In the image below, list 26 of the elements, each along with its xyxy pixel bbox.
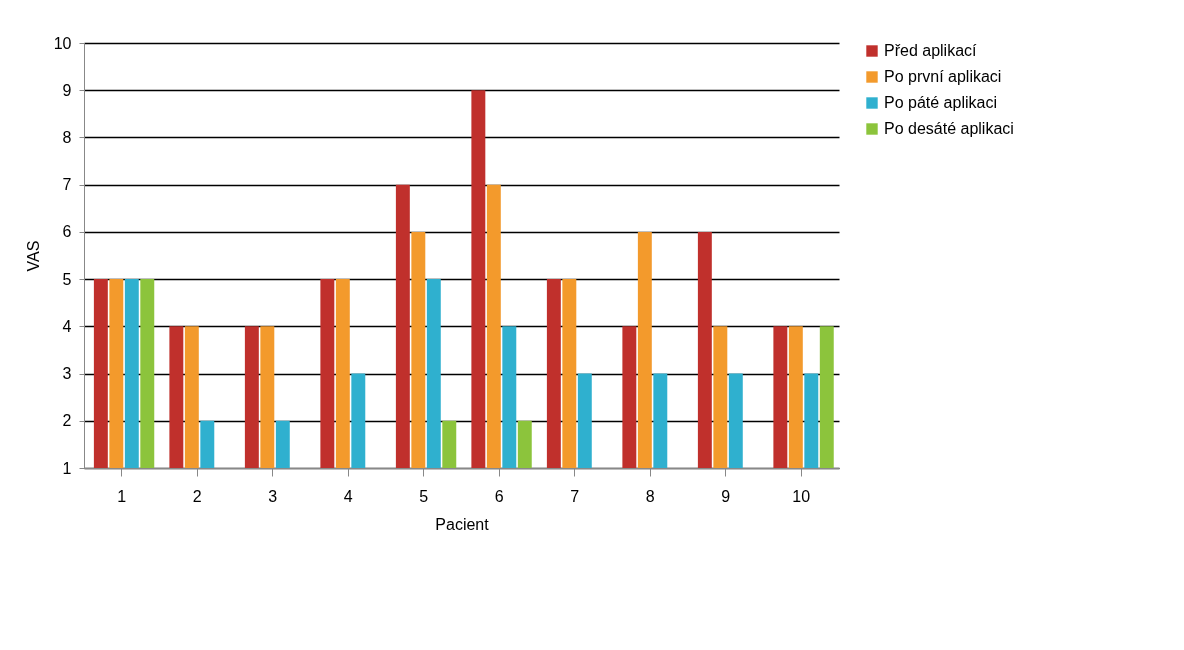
legend-label: Po desáté aplikaci <box>884 120 1014 137</box>
x-tick-label: 6 <box>494 487 504 505</box>
y-axis-title: VAS <box>24 240 42 272</box>
x-tick-label: 2 <box>192 487 202 505</box>
y-tick-label: 8 <box>62 128 72 146</box>
y-tick-label: 1 <box>62 459 72 477</box>
y-tick-label: 2 <box>62 412 72 430</box>
y-tick-label: 4 <box>62 317 72 335</box>
y-tick-label: 6 <box>62 223 72 241</box>
legend-label: Před aplikací <box>884 42 978 59</box>
y-tick-label: 3 <box>62 365 72 383</box>
x-tick-label: 10 <box>792 487 811 505</box>
x-tick-label: 8 <box>645 487 655 505</box>
x-tick-label: 9 <box>721 487 731 505</box>
x-tick-label: 3 <box>268 487 278 505</box>
legend-label: Po páté aplikaci <box>884 94 997 111</box>
x-tick-label: 5 <box>419 487 429 505</box>
y-tick-label: 5 <box>62 270 72 288</box>
y-tick-label: 7 <box>62 176 72 194</box>
legend-label: Po první aplikaci <box>884 68 1002 85</box>
x-tick-label: 4 <box>343 487 353 505</box>
x-axis-title: Pacient <box>435 515 490 533</box>
x-tick-label: 7 <box>570 487 580 505</box>
y-tick-label: 10 <box>53 34 72 52</box>
x-tick-label: 1 <box>117 487 127 505</box>
y-tick-label: 9 <box>62 81 72 99</box>
